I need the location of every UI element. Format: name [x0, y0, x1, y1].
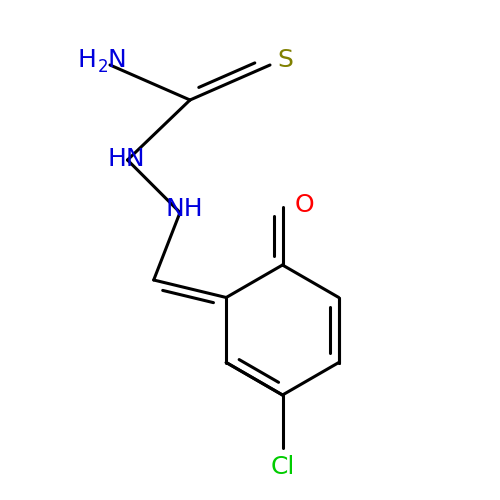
Text: N: N [108, 48, 126, 72]
Text: HN: HN [108, 146, 145, 171]
Text: O: O [295, 193, 314, 217]
Text: NH: NH [166, 196, 203, 220]
Text: S: S [278, 48, 293, 72]
Text: H: H [78, 48, 96, 72]
Text: Cl: Cl [270, 454, 294, 478]
Text: 2: 2 [98, 58, 108, 76]
